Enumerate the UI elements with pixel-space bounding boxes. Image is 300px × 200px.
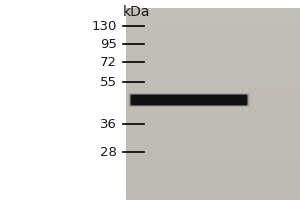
Text: 36: 36	[100, 117, 117, 130]
Text: 72: 72	[100, 55, 117, 68]
FancyBboxPatch shape	[126, 8, 300, 200]
Text: 95: 95	[100, 38, 117, 50]
Text: 28: 28	[100, 146, 117, 158]
Text: kDa: kDa	[123, 5, 151, 19]
FancyBboxPatch shape	[129, 93, 249, 107]
FancyBboxPatch shape	[130, 95, 248, 106]
Text: 55: 55	[100, 75, 117, 88]
Text: 130: 130	[92, 20, 117, 32]
